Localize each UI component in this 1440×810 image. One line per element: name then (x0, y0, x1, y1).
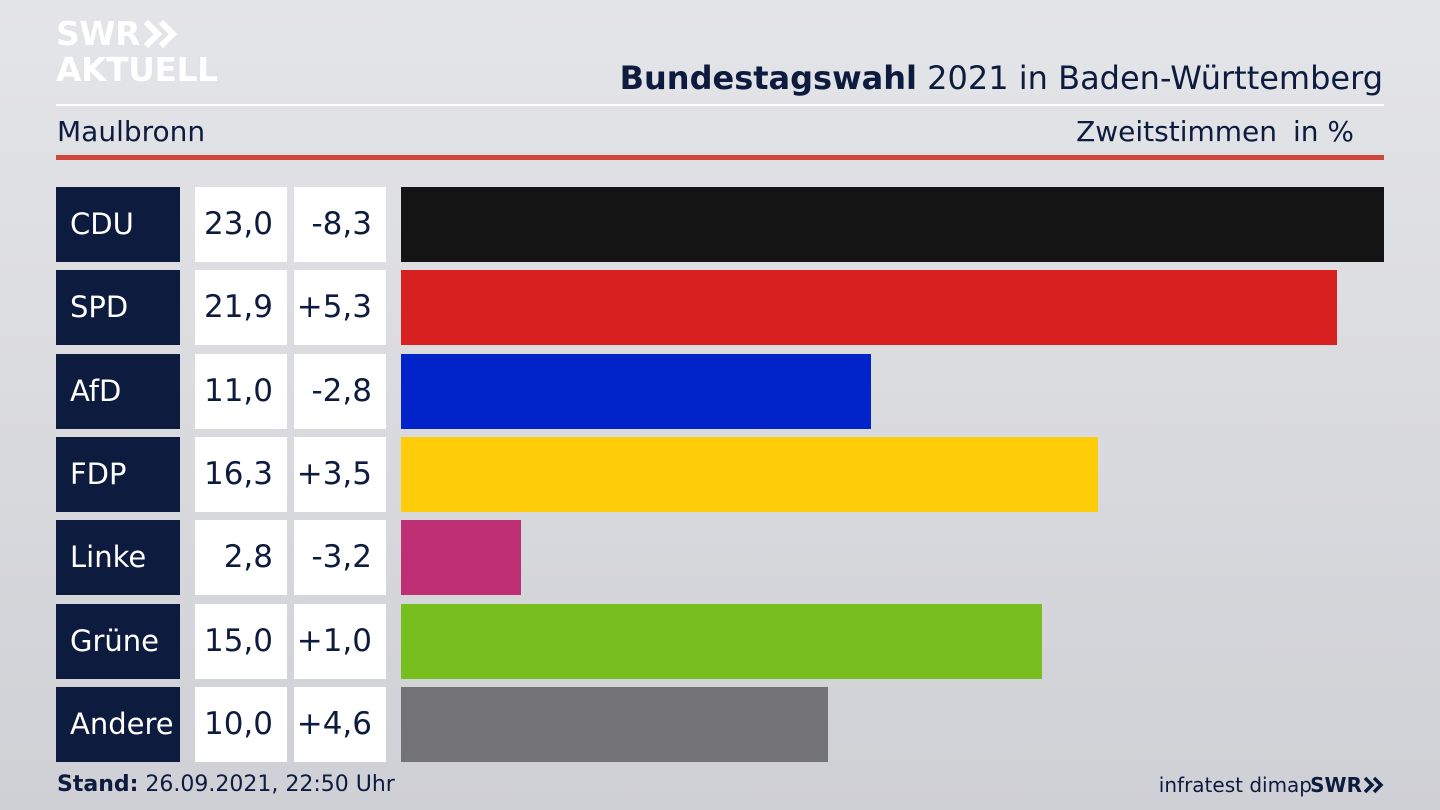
party-label: AfD (56, 354, 180, 429)
unit-label: in % (1292, 115, 1354, 148)
chart-row: Grüne 15,0 +1,0 (56, 604, 1384, 679)
party-label: SPD (56, 270, 180, 345)
title-rest: 2021 in Baden-Württemberg (916, 59, 1383, 97)
vote-share-label: 16,3 (195, 437, 287, 512)
change-label: -3,2 (294, 520, 386, 595)
page-title: Bundestagswahl 2021 in Baden-Württemberg (620, 58, 1383, 98)
bar-cdu (401, 187, 1384, 262)
change-label: +1,0 (294, 604, 386, 679)
bar-andere (401, 687, 828, 762)
party-label: Grüne (56, 604, 180, 679)
change-label: -2,8 (294, 354, 386, 429)
header-divider (56, 104, 1384, 106)
vote-share-label: 10,0 (195, 687, 287, 762)
stand-value: 26.09.2021, 22:50 Uhr (138, 772, 395, 797)
chart-row: Linke 2,8 -3,2 (56, 520, 1384, 595)
vote-share-label: 11,0 (195, 354, 287, 429)
bar-linke (401, 520, 521, 595)
bar-spd (401, 270, 1337, 345)
source-credit: infratest dimap (1158, 773, 1312, 797)
party-label: CDU (56, 187, 180, 262)
change-label: -8,3 (294, 187, 386, 262)
chart-row: AfD 11,0 -2,8 (56, 354, 1384, 429)
logo-line2: AKTUELL (56, 50, 218, 89)
metric-label: Zweitstimmen (1076, 115, 1277, 148)
double-chevron-right-icon (144, 19, 178, 49)
party-label: Linke (56, 520, 180, 595)
double-chevron-right-icon (1364, 776, 1384, 794)
chart-row: FDP 16,3 +3,5 (56, 437, 1384, 512)
vote-share-label: 15,0 (195, 604, 287, 679)
stand-label: Stand: (57, 772, 139, 797)
region-label: Maulbronn (57, 115, 206, 148)
party-label: Andere (56, 687, 180, 762)
timestamp: Stand: 26.09.2021, 22:50 Uhr (57, 770, 395, 800)
swr-footer-text: SWR (1310, 773, 1362, 797)
accent-divider (56, 155, 1384, 160)
vote-share-label: 2,8 (195, 520, 287, 595)
chart-row: SPD 21,9 +5,3 (56, 270, 1384, 345)
vote-share-label: 21,9 (195, 270, 287, 345)
bar-grüne (401, 604, 1042, 679)
swr-footer-logo: SWR (1310, 772, 1384, 798)
title-bold: Bundestagswahl (619, 59, 917, 97)
change-label: +3,5 (294, 437, 386, 512)
bar-afd (401, 354, 871, 429)
change-label: +5,3 (294, 270, 386, 345)
swr-aktuell-logo: SWR AKTUELL (56, 16, 218, 88)
party-label: FDP (56, 437, 180, 512)
logo-line1: SWR (56, 14, 141, 53)
bar-fdp (401, 437, 1098, 512)
change-label: +4,6 (294, 687, 386, 762)
vote-share-label: 23,0 (195, 187, 287, 262)
chart-row: CDU 23,0 -8,3 (56, 187, 1384, 262)
chart-row: Andere 10,0 +4,6 (56, 687, 1384, 762)
